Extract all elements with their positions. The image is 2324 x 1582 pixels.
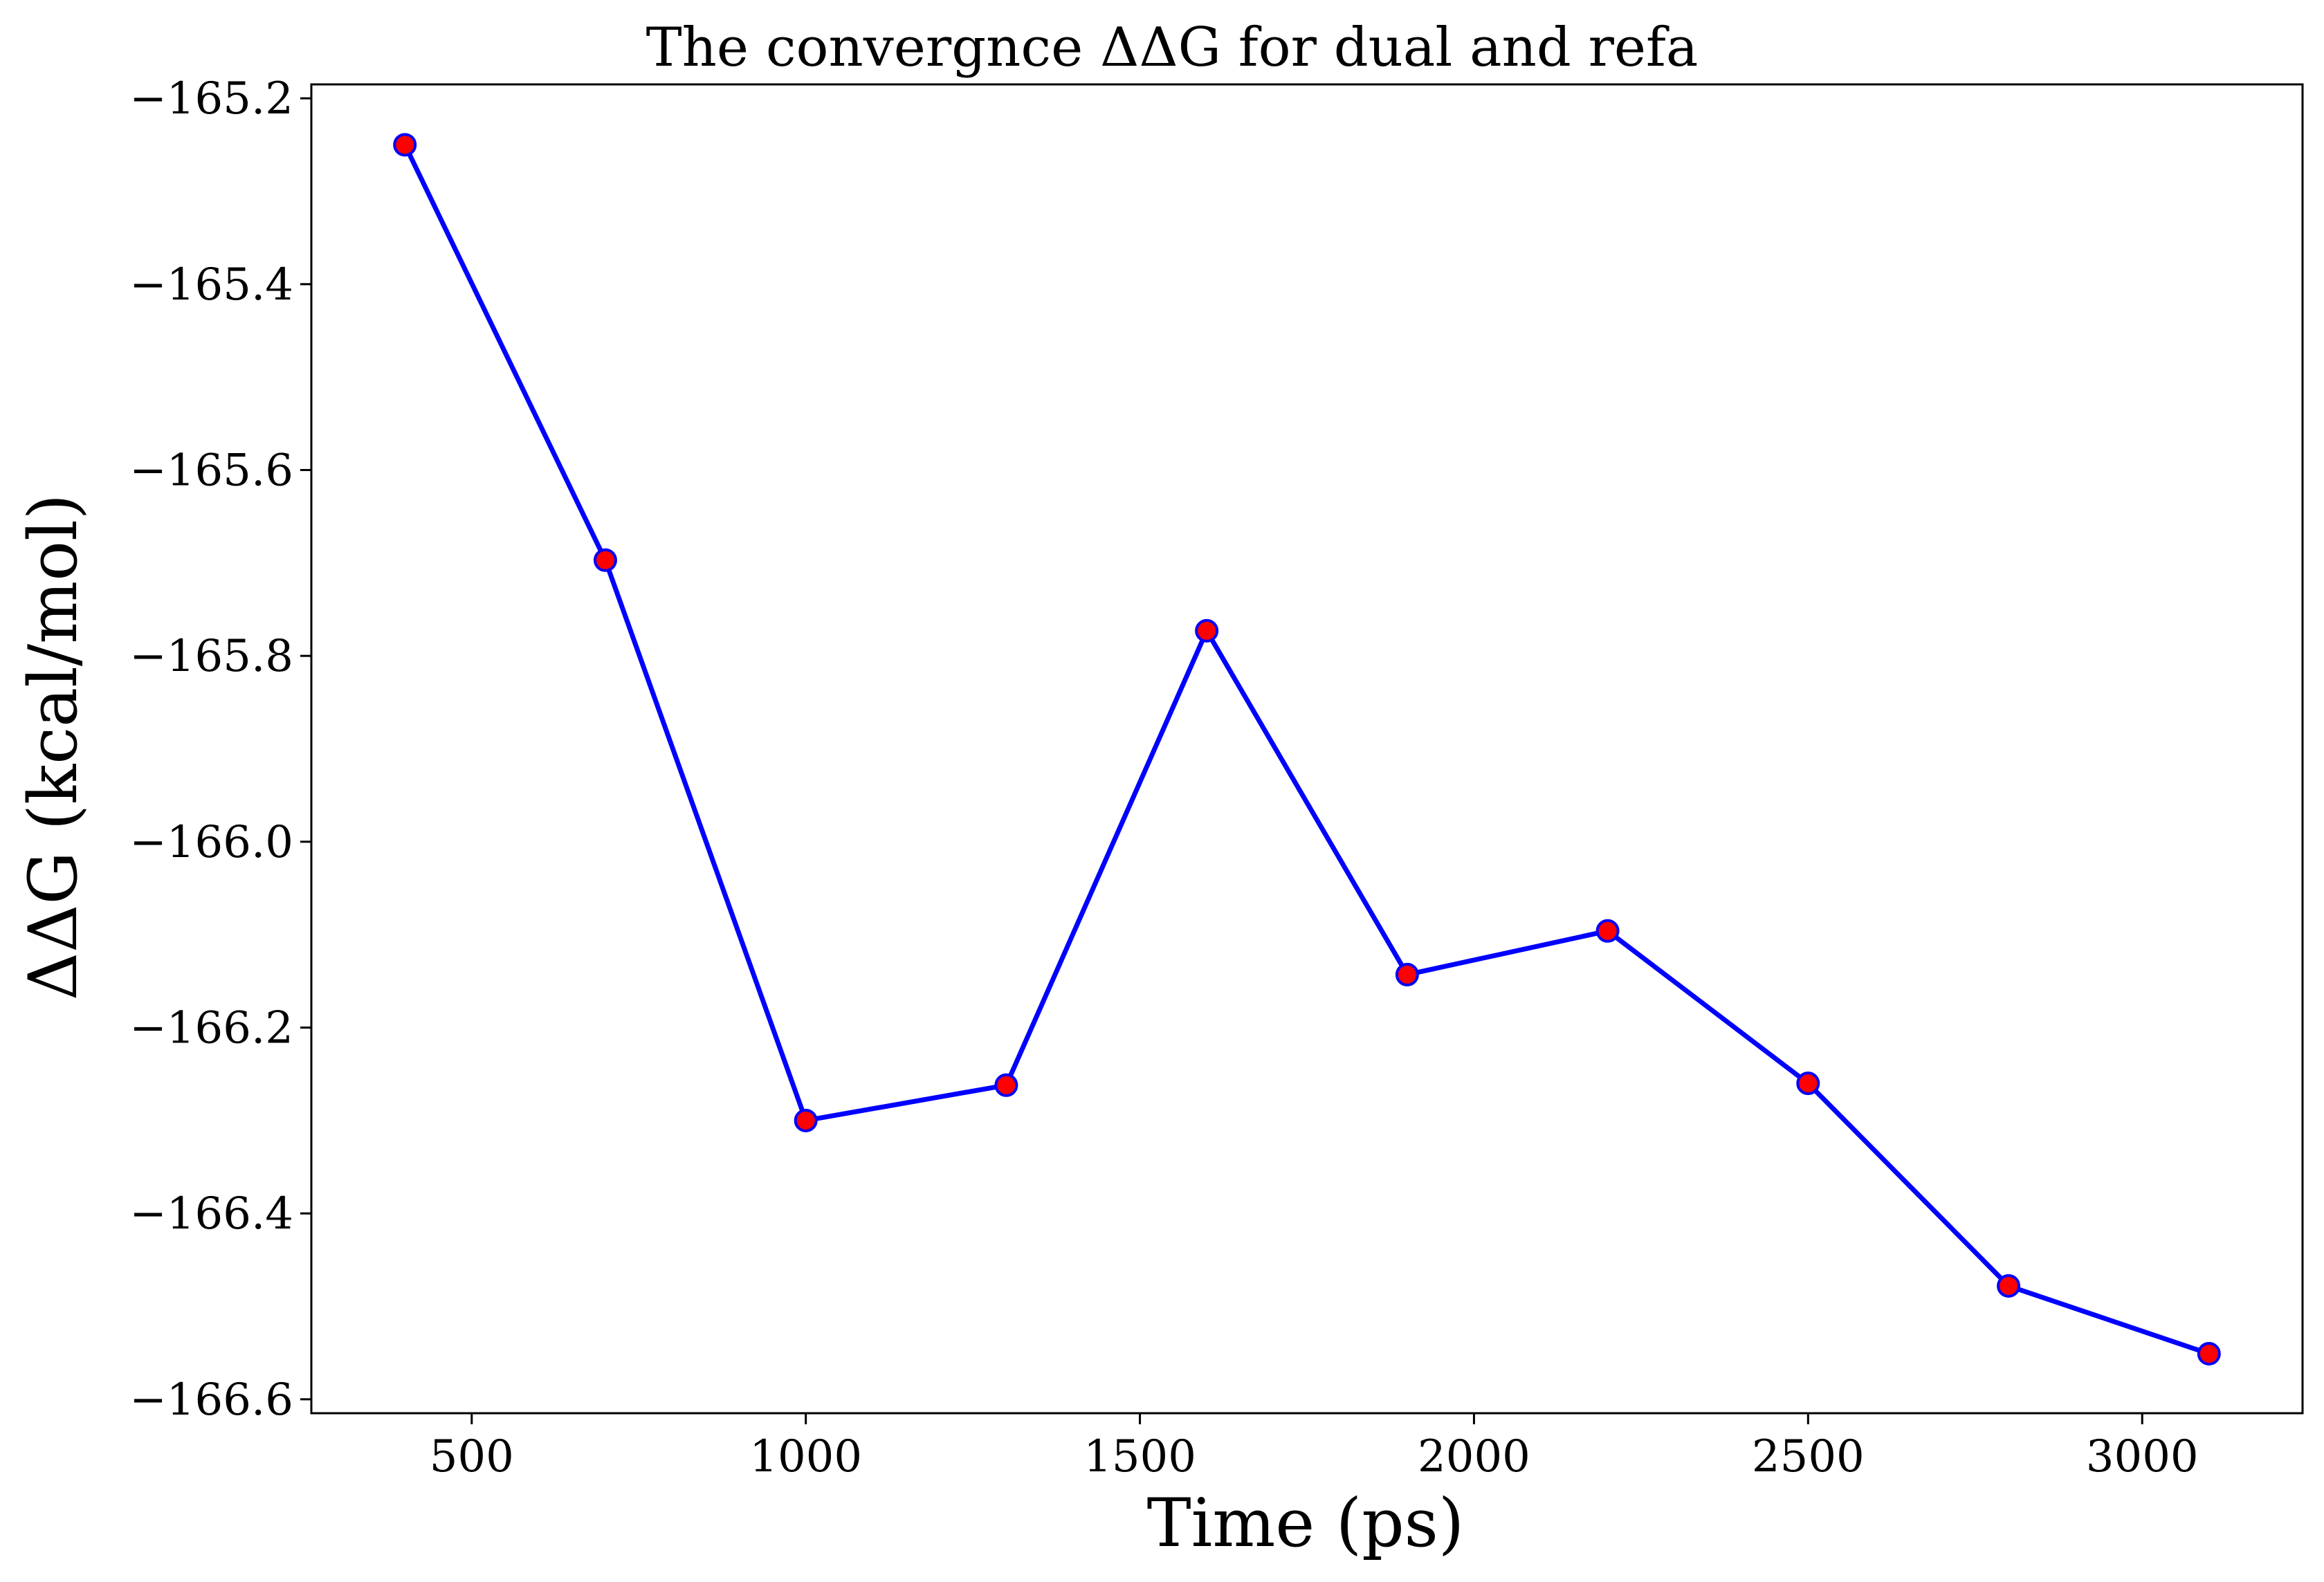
y-axis-ticks: −165.2 −165.4 −165.6 −165.8 −166.0 −166.2 −166… [129, 73, 311, 1426]
y-axis-title: ΔΔG (kcal/mol) [15, 494, 92, 1001]
plot-area [393, 133, 2221, 1366]
plot-frame [310, 83, 2304, 1415]
y-tick-label: −165.4 [129, 259, 293, 311]
y-tick-label: −166.2 [129, 1003, 293, 1054]
y-tick-label: −166.4 [129, 1188, 293, 1240]
data-point [1595, 919, 1620, 943]
data-point [2197, 1342, 2221, 1366]
y-tick-label: −166.0 [129, 817, 293, 868]
y-tick-label: −165.6 [129, 445, 293, 496]
series-line [402, 142, 2212, 1356]
y-tick-label: −165.8 [129, 631, 293, 682]
x-tick-label: 500 [430, 1431, 514, 1482]
chart-title: The convergnce ΔΔG for dual and refa [646, 17, 1699, 79]
data-point [1395, 962, 1419, 986]
x-tick-label: 2500 [1752, 1431, 1865, 1482]
y-tick-label: −166.6 [129, 1374, 293, 1426]
x-tick-label: 3000 [2086, 1431, 2199, 1482]
x-tick-label: 2000 [1418, 1431, 1530, 1482]
x-axis-title: Time (ps) [1147, 1484, 1465, 1562]
x-axis-ticks: 500 1000 1500 2000 2500 3000 [430, 1413, 2199, 1482]
data-point [593, 548, 617, 572]
y-tick-label: −165.2 [129, 73, 293, 125]
x-tick-label: 1000 [749, 1431, 862, 1482]
x-tick-label: 1500 [1083, 1431, 1196, 1482]
data-point [1195, 618, 1219, 643]
data-point [393, 133, 417, 157]
data-point [1997, 1273, 2021, 1298]
data-point [994, 1073, 1018, 1097]
data-point [794, 1108, 818, 1132]
data-point [1796, 1071, 1820, 1096]
